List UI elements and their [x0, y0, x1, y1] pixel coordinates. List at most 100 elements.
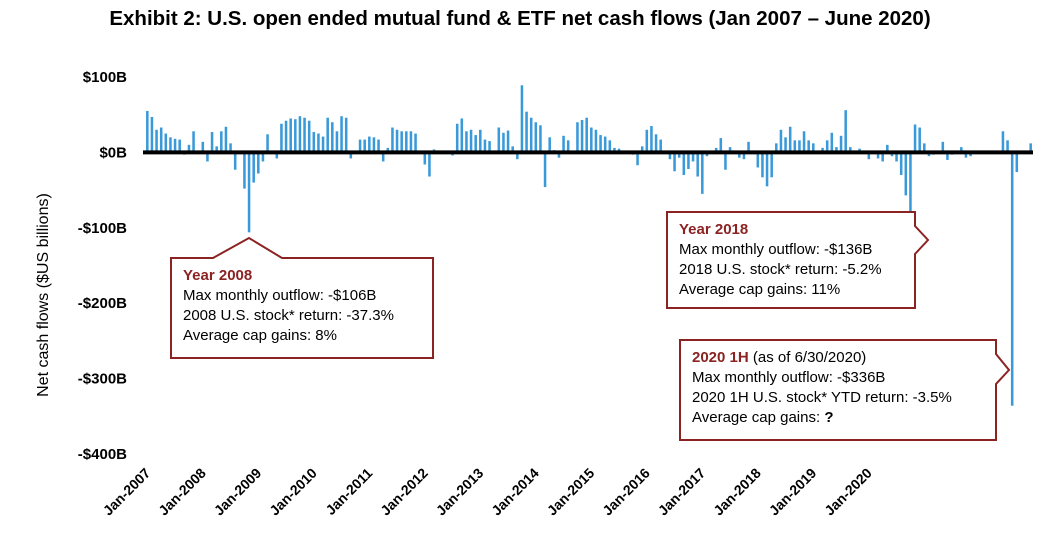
- bar: [548, 137, 551, 153]
- bar: [275, 152, 279, 159]
- x-tick-label: Jan-2016: [599, 465, 653, 519]
- y-tick-label: $100B: [83, 69, 127, 86]
- bar: [187, 144, 191, 153]
- bar: [169, 137, 172, 153]
- bar: [1010, 152, 1014, 406]
- annotation-2020: 2020 1H (as of 6/30/2020) Max monthly ou…: [680, 340, 996, 440]
- bar: [252, 152, 255, 183]
- bar: [210, 132, 214, 153]
- bar: [659, 139, 662, 153]
- bar: [469, 129, 473, 153]
- bar: [534, 122, 538, 153]
- bar: [876, 152, 880, 159]
- callout-2020-frame: [679, 339, 1011, 441]
- bar: [654, 134, 658, 153]
- annotation-2008: Year 2008 Max monthly outflow: -$106B 20…: [171, 258, 433, 358]
- bar: [280, 123, 283, 153]
- bar: [506, 130, 510, 153]
- bar: [363, 139, 366, 153]
- bar: [844, 110, 847, 153]
- bar: [358, 139, 362, 153]
- x-tick-label: Jan-2015: [544, 465, 598, 519]
- bar: [645, 129, 649, 153]
- annotation-2020-line-3-label: Average cap gains:: [692, 409, 825, 426]
- bar: [381, 152, 385, 162]
- bar: [830, 132, 834, 153]
- bar: [307, 120, 311, 153]
- callout-2018-frame: [666, 211, 930, 309]
- bar: [640, 146, 644, 153]
- bar: [312, 132, 316, 153]
- bar: [539, 125, 542, 153]
- bar: [1029, 143, 1032, 153]
- bar: [895, 152, 898, 162]
- bar: [946, 152, 949, 160]
- bar: [1006, 140, 1009, 153]
- bar: [386, 147, 390, 153]
- bar: [247, 152, 251, 233]
- x-tick-label: Jan-2018: [710, 465, 764, 519]
- bar: [377, 139, 380, 153]
- bar: [687, 152, 690, 169]
- bar: [904, 152, 908, 196]
- annotation-2018-line-3: Average cap gains: 11%: [679, 281, 841, 298]
- bar: [428, 152, 431, 177]
- bar: [344, 117, 348, 153]
- bar: [566, 140, 570, 153]
- x-tick-label: Jan-2019: [766, 465, 820, 519]
- bar: [298, 116, 302, 153]
- bar: [719, 138, 723, 153]
- bar: [784, 137, 787, 153]
- bar: [146, 110, 149, 153]
- bar: [465, 131, 468, 153]
- x-tick-label: Jan-2008: [155, 465, 209, 519]
- bar: [164, 133, 168, 153]
- bar: [738, 152, 741, 158]
- bar: [331, 122, 334, 153]
- bar: [668, 152, 672, 160]
- bar: [691, 152, 695, 162]
- x-tick-label: Jan-2009: [211, 465, 265, 519]
- y-tick-label: -$200B: [78, 295, 127, 312]
- bar: [266, 134, 269, 153]
- bar: [913, 124, 917, 153]
- bar: [728, 147, 732, 153]
- bar: [488, 141, 491, 153]
- bar: [590, 127, 593, 153]
- bar: [608, 140, 612, 153]
- annotation-2018-line-1: Max monthly outflow: -$136B: [679, 241, 873, 258]
- bar: [677, 152, 681, 158]
- bar: [317, 133, 320, 153]
- bar: [696, 152, 699, 177]
- annotation-2020-line-3-value: ?: [824, 409, 834, 426]
- annotation-2020-line-1: Max monthly outflow: -$336B: [692, 369, 886, 386]
- bar: [941, 141, 945, 153]
- bar: [899, 152, 903, 176]
- bar: [788, 126, 792, 153]
- bar: [756, 152, 760, 168]
- y-tick-label: -$400B: [78, 446, 127, 463]
- bar-series: [146, 85, 1032, 406]
- chart-title: Exhibit 2: U.S. open ended mutual fund &…: [109, 7, 930, 30]
- bar: [701, 152, 704, 194]
- y-tick-label: -$100B: [78, 220, 127, 237]
- bar: [349, 152, 353, 159]
- bar: [1001, 131, 1005, 153]
- bar: [192, 131, 195, 153]
- bar: [229, 143, 232, 153]
- bar: [220, 131, 223, 153]
- bar: [775, 143, 778, 153]
- y-tick-label: $0B: [99, 144, 127, 161]
- bar: [923, 143, 926, 153]
- bar: [636, 152, 639, 166]
- bar: [603, 136, 607, 153]
- bar: [909, 152, 912, 255]
- bar: [881, 152, 884, 162]
- bar: [918, 127, 921, 153]
- bar: [812, 143, 815, 153]
- bar: [257, 152, 260, 174]
- bar: [340, 116, 343, 153]
- bar: [173, 138, 177, 153]
- bar: [201, 141, 205, 153]
- annotation-2008-line-3: Average cap gains: 8%: [183, 327, 337, 344]
